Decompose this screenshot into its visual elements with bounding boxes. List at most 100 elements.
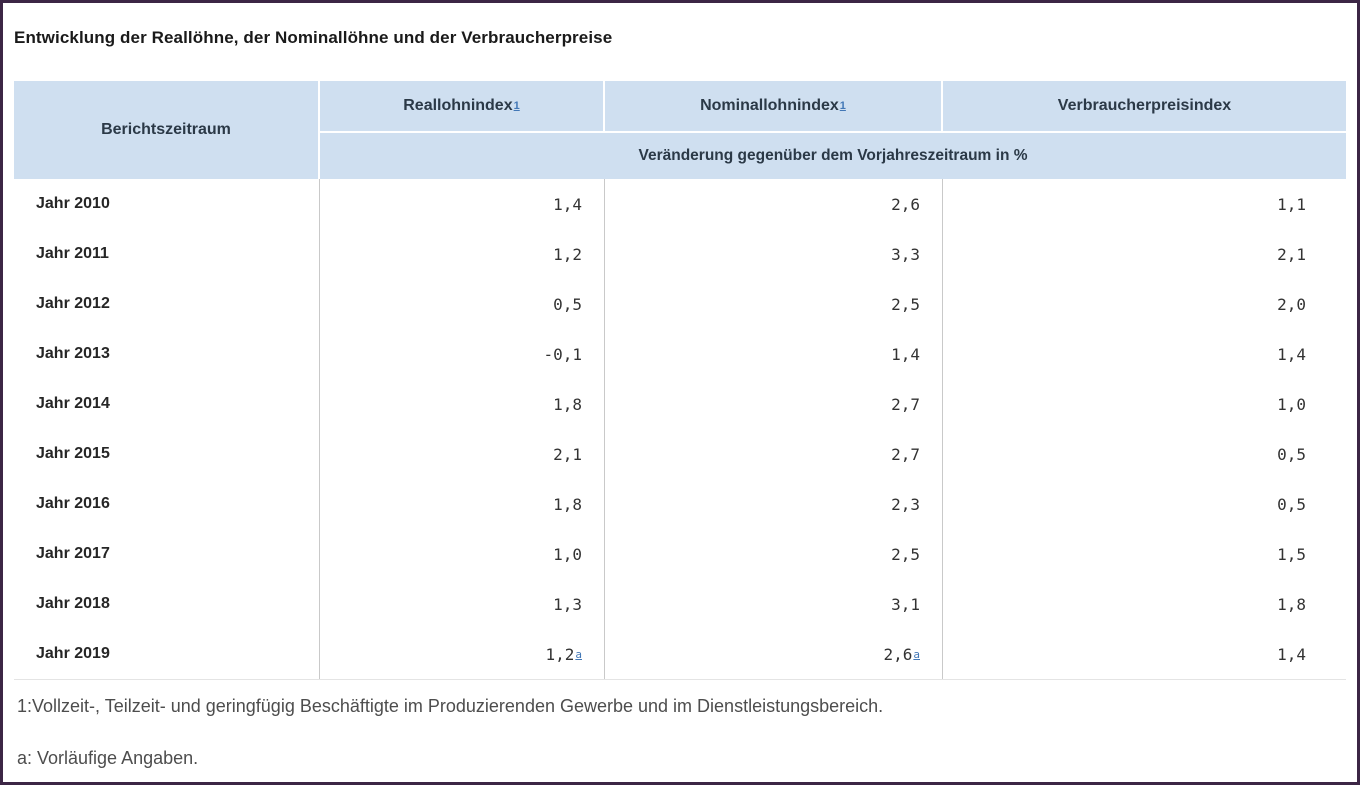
verbraucherpreisindex-value-cell: 1,4 — [942, 629, 1346, 679]
header-verbraucherpreisindex-label: Verbraucherpreisindex — [1057, 97, 1232, 114]
table-row: Jahr 2019 1,2 a 2,6 a 1,4 — [14, 629, 1346, 679]
verbraucherpreisindex-value: 2,1 — [1277, 244, 1306, 264]
reallohnindex-value: 1,8 — [553, 394, 582, 414]
period-cell: Jahr 2016 — [14, 479, 319, 529]
reallohnindex-value-cell: 2,1 — [319, 429, 604, 479]
table-row: Jahr 2018 1,3 3,1 1,8 — [14, 579, 1346, 629]
header-berichtszeitraum-label: Berichtszeitraum — [101, 121, 231, 138]
reallohnindex-value-cell: 1,2 — [319, 229, 604, 279]
verbraucherpreisindex-value-cell: 2,0 — [942, 279, 1346, 329]
table-row: Jahr 2014 1,8 2,7 1,0 — [14, 379, 1346, 429]
period-cell: Jahr 2011 — [14, 229, 319, 279]
page-title: Entwicklung der Reallöhne, der Nominallö… — [14, 28, 613, 48]
period-cell: Jahr 2019 — [14, 629, 319, 679]
verbraucherpreisindex-value-cell: 2,1 — [942, 229, 1346, 279]
table-row: Jahr 2016 1,8 2,3 0,5 — [14, 479, 1346, 529]
header-berichtszeitraum: Berichtszeitraum — [14, 81, 318, 179]
table-row: Jahr 2015 2,1 2,7 0,5 — [14, 429, 1346, 479]
table-row: Jahr 2017 1,0 2,5 1,5 — [14, 529, 1346, 579]
verbraucherpreisindex-value: 1,1 — [1277, 194, 1306, 214]
header-verbraucherpreisindex: Verbraucherpreisindex — [943, 81, 1346, 131]
reallohnindex-value-cell: 1,8 — [319, 379, 604, 429]
footnote-a-link[interactable]: a — [913, 647, 920, 661]
nominallohnindex-value: 2,7 — [891, 394, 920, 414]
reallohnindex-value-cell: -0,1 — [319, 329, 604, 379]
footnote-1-link[interactable]: 1 — [839, 99, 846, 112]
header-nominallohnindex-label: Nominallohnindex — [700, 97, 839, 114]
period-label: Jahr 2018 — [36, 595, 110, 612]
verbraucherpreisindex-value-cell: 0,5 — [942, 429, 1346, 479]
reallohnindex-value: -0,1 — [543, 344, 582, 364]
nominallohnindex-value: 3,1 — [891, 594, 920, 614]
period-label: Jahr 2011 — [36, 245, 109, 262]
period-cell: Jahr 2017 — [14, 529, 319, 579]
verbraucherpreisindex-value-cell: 1,1 — [942, 179, 1346, 229]
verbraucherpreisindex-value: 1,4 — [1277, 644, 1306, 664]
period-label: Jahr 2012 — [36, 295, 110, 312]
nominallohnindex-value-cell: 2,7 — [604, 429, 942, 479]
footnote-1: 1:Vollzeit-, Teilzeit- und geringfügig B… — [17, 696, 884, 716]
period-cell: Jahr 2014 — [14, 379, 319, 429]
period-cell: Jahr 2010 — [14, 179, 319, 229]
period-cell: Jahr 2012 — [14, 279, 319, 329]
verbraucherpreisindex-value-cell: 1,0 — [942, 379, 1346, 429]
verbraucherpreisindex-value: 1,4 — [1277, 344, 1306, 364]
period-cell: Jahr 2018 — [14, 579, 319, 629]
period-cell: Jahr 2013 — [14, 329, 319, 379]
verbraucherpreisindex-value: 1,8 — [1277, 594, 1306, 614]
table-body: Jahr 2010 1,4 2,6 1,1 Jahr 2011 1,2 3,3 … — [14, 179, 1346, 680]
reallohnindex-value: 1,8 — [553, 494, 582, 514]
reallohnindex-value-cell: 1,8 — [319, 479, 604, 529]
statistics-table: Berichtszeitraum Reallohnindex 1 Nominall… — [14, 81, 1346, 680]
table-header: Berichtszeitraum Reallohnindex 1 Nominall… — [14, 81, 1346, 179]
verbraucherpreisindex-value: 1,0 — [1277, 394, 1306, 414]
footnote-a-superscript: a — [575, 649, 582, 660]
footnote-1-superscript: 1 — [513, 99, 520, 112]
nominallohnindex-value-cell: 2,6 — [604, 179, 942, 229]
nominallohnindex-value: 1,4 — [891, 344, 920, 364]
verbraucherpreisindex-value: 0,5 — [1277, 494, 1306, 514]
footnote-a-link[interactable]: a — [575, 647, 582, 661]
header-reallohnindex: Reallohnindex 1 — [320, 81, 603, 131]
footnote-1-link[interactable]: 1 — [513, 99, 520, 112]
nominallohnindex-value: 3,3 — [891, 244, 920, 264]
nominallohnindex-value: 2,3 — [891, 494, 920, 514]
nominallohnindex-value-cell: 2,6 a — [604, 629, 942, 679]
footnote-1-superscript: 1 — [839, 99, 846, 112]
nominallohnindex-value-cell: 3,1 — [604, 579, 942, 629]
nominallohnindex-value-cell: 3,3 — [604, 229, 942, 279]
header-unit-row: Veränderung gegenüber dem Vorjahreszeitr… — [320, 133, 1346, 179]
verbraucherpreisindex-value: 2,0 — [1277, 294, 1306, 314]
period-label: Jahr 2014 — [36, 395, 110, 412]
nominallohnindex-value-cell: 2,7 — [604, 379, 942, 429]
header-unit-label: Veränderung gegenüber dem Vorjahreszeitr… — [638, 147, 1028, 164]
reallohnindex-value: 2,1 — [553, 444, 582, 464]
footnote-a-superscript: a — [913, 649, 920, 660]
table-row: Jahr 2013 -0,1 1,4 1,4 — [14, 329, 1346, 379]
period-label: Jahr 2013 — [36, 345, 110, 362]
nominallohnindex-value-cell: 1,4 — [604, 329, 942, 379]
footnote-a: a: Vorläufige Angaben. — [17, 748, 199, 768]
nominallohnindex-value: 2,7 — [891, 444, 920, 464]
nominallohnindex-value-cell: 2,3 — [604, 479, 942, 529]
verbraucherpreisindex-value-cell: 1,5 — [942, 529, 1346, 579]
verbraucherpreisindex-value-cell: 1,8 — [942, 579, 1346, 629]
verbraucherpreisindex-value-cell: 1,4 — [942, 329, 1346, 379]
nominallohnindex-value-cell: 2,5 — [604, 279, 942, 329]
reallohnindex-value-cell: 1,0 — [319, 529, 604, 579]
verbraucherpreisindex-value: 1,5 — [1277, 544, 1306, 564]
reallohnindex-value: 1,3 — [553, 594, 582, 614]
table-row: Jahr 2012 0,5 2,5 2,0 — [14, 279, 1346, 329]
table-row: Jahr 2011 1,2 3,3 2,1 — [14, 229, 1346, 279]
period-label: Jahr 2015 — [36, 445, 110, 462]
verbraucherpreisindex-value: 0,5 — [1277, 444, 1306, 464]
reallohnindex-value-cell: 1,2 a — [319, 629, 604, 679]
nominallohnindex-value-cell: 2,5 — [604, 529, 942, 579]
nominallohnindex-value: 2,6 — [891, 194, 920, 214]
header-reallohnindex-label: Reallohnindex — [403, 97, 513, 114]
reallohnindex-value-cell: 1,3 — [319, 579, 604, 629]
reallohnindex-value-cell: 1,4 — [319, 179, 604, 229]
reallohnindex-value: 1,2 — [545, 644, 575, 664]
period-label: Jahr 2016 — [36, 495, 110, 512]
